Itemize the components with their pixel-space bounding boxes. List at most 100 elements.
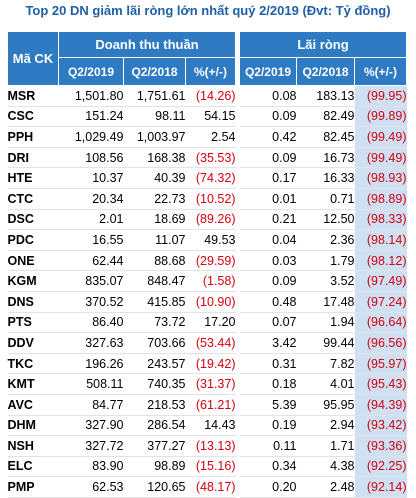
cell-rev-q2-2019: 327.63 <box>58 332 124 354</box>
cell-rev-q2-2019: 62.53 <box>58 476 124 498</box>
cell-prof-q2-2018: 2.36 <box>296 229 355 251</box>
cell-prof-q2-2018: 0.71 <box>296 188 355 210</box>
cell-prof-pct: (98.14) <box>354 229 407 251</box>
cell-rev-q2-2019: 1,501.80 <box>58 85 124 107</box>
cell-prof-pct: (99.49) <box>354 147 407 169</box>
table-row: KGM 835.07 848.47 (1.58) 0.09 3.52 (97.49) <box>7 270 407 292</box>
cell-rev-q2-2019: 835.07 <box>58 270 124 292</box>
cell-prof-q2-2018: 82.45 <box>296 126 355 148</box>
cell-prof-q2-2019: 0.21 <box>239 209 297 231</box>
table-row: NSH 327.72 377.27 (13.13) 0.11 1.71 (93.36) <box>7 435 407 457</box>
cell-rev-q2-2018: 218.53 <box>123 394 186 416</box>
cell-rev-q2-2018: 88.68 <box>123 250 186 272</box>
cell-rev-q2-2019: 508.11 <box>58 373 124 395</box>
cell-code: KMT <box>7 373 59 395</box>
cell-prof-q2-2019: 0.11 <box>239 435 297 457</box>
cell-rev-pct: (31.37) <box>185 373 236 395</box>
cell-prof-pct: (99.89) <box>354 106 407 128</box>
cell-prof-pct: (99.95) <box>354 85 407 107</box>
cell-rev-q2-2018: 1,751.61 <box>123 85 186 107</box>
cell-code: CTC <box>7 188 59 210</box>
cell-rev-q2-2019: 83.90 <box>58 456 124 478</box>
cell-rev-pct: (35.53) <box>185 147 236 169</box>
cell-rev-q2-2019: 151.24 <box>58 106 124 128</box>
cell-rev-pct: (13.13) <box>185 435 236 457</box>
cell-rev-q2-2018: 740.35 <box>123 373 186 395</box>
cell-prof-q2-2018: 183.13 <box>296 85 355 107</box>
cell-rev-pct: (53.44) <box>185 332 236 354</box>
table-row: DRI 108.56 168.38 (35.53) 0.09 16.73 (99.49) <box>7 147 407 169</box>
table-row: PMP 62.53 120.65 (48.17) 0.20 2.48 (92.14) <box>7 476 407 498</box>
table-row: DDV 327.63 703.66 (53.44) 3.42 99.44 (96.56) <box>7 332 407 354</box>
cell-rev-q2-2019: 327.72 <box>58 435 124 457</box>
cell-code: PPH <box>7 126 59 148</box>
cell-prof-q2-2019: 0.18 <box>239 373 297 395</box>
cell-code: PDC <box>7 229 59 251</box>
cell-prof-pct: (96.64) <box>354 312 407 334</box>
cell-rev-pct: (89.26) <box>185 209 236 231</box>
cell-rev-q2-2018: 18.69 <box>123 209 186 231</box>
cell-prof-pct: (98.93) <box>354 167 407 189</box>
cell-prof-pct: (93.42) <box>354 415 407 437</box>
header-code: Mã CK <box>7 31 59 86</box>
cell-rev-q2-2018: 11.07 <box>123 229 186 251</box>
cell-prof-pct: (98.12) <box>354 250 407 272</box>
cell-code: CSC <box>7 106 59 128</box>
cell-code: PMP <box>7 476 59 498</box>
cell-prof-q2-2018: 1.79 <box>296 250 355 272</box>
cell-rev-q2-2018: 377.27 <box>123 435 186 457</box>
cell-rev-q2-2018: 243.57 <box>123 353 186 375</box>
header-rev-q2-2018: Q2/2018 <box>123 57 186 86</box>
cell-rev-q2-2019: 20.34 <box>58 188 124 210</box>
cell-code: AVC <box>7 394 59 416</box>
table-row: DHM 327.90 286.54 14.43 0.19 2.94 (93.42) <box>7 415 407 437</box>
cell-prof-pct: (97.49) <box>354 270 407 292</box>
cell-prof-q2-2018: 2.48 <box>296 476 355 498</box>
cell-rev-q2-2018: 98.11 <box>123 106 186 128</box>
cell-rev-q2-2019: 370.52 <box>58 291 124 313</box>
cell-prof-q2-2019: 0.48 <box>239 291 297 313</box>
cell-prof-q2-2018: 3.52 <box>296 270 355 292</box>
cell-rev-q2-2019: 1,029.49 <box>58 126 124 148</box>
cell-prof-q2-2019: 3.42 <box>239 332 297 354</box>
cell-rev-q2-2018: 40.39 <box>123 167 186 189</box>
cell-prof-q2-2018: 1.94 <box>296 312 355 334</box>
cell-code: ONE <box>7 250 59 272</box>
cell-prof-q2-2019: 0.03 <box>239 250 297 272</box>
header-prof-q2-2018: Q2/2018 <box>296 57 355 86</box>
cell-rev-q2-2019: 196.26 <box>58 353 124 375</box>
cell-prof-q2-2019: 0.01 <box>239 188 297 210</box>
cell-prof-pct: (98.33) <box>354 209 407 231</box>
cell-prof-pct: (97.24) <box>354 291 407 313</box>
cell-code: KGM <box>7 270 59 292</box>
cell-prof-q2-2019: 0.20 <box>239 476 297 498</box>
cell-prof-q2-2018: 16.33 <box>296 167 355 189</box>
cell-rev-q2-2018: 848.47 <box>123 270 186 292</box>
table-row: DSC 2.01 18.69 (89.26) 0.21 12.50 (98.33) <box>7 209 407 231</box>
header-prof-q2-2019: Q2/2019 <box>239 57 297 86</box>
cell-code: MSR <box>7 85 59 107</box>
cell-rev-q2-2019: 10.37 <box>58 167 124 189</box>
cell-rev-q2-2018: 168.38 <box>123 147 186 169</box>
cell-rev-q2-2019: 2.01 <box>58 209 124 231</box>
cell-prof-q2-2018: 95.95 <box>296 394 355 416</box>
cell-code: PTS <box>7 312 59 334</box>
cell-prof-pct: (92.25) <box>354 456 407 478</box>
cell-prof-pct: (95.43) <box>354 373 407 395</box>
cell-prof-q2-2019: 0.31 <box>239 353 297 375</box>
table-row: PPH 1,029.49 1,003.97 2.54 0.42 82.45 (99.49) <box>7 126 407 148</box>
cell-rev-pct: 17.20 <box>185 312 236 334</box>
data-table: Mã CK Doanh thu thuần Lãi ròng Q2/2019 Q… <box>7 31 407 498</box>
cell-code: DDV <box>7 332 59 354</box>
cell-prof-q2-2019: 0.19 <box>239 415 297 437</box>
table-row: KMT 508.11 740.35 (31.37) 0.18 4.01 (95.43) <box>7 373 407 395</box>
cell-prof-q2-2018: 7.82 <box>296 353 355 375</box>
cell-prof-pct: (96.56) <box>354 332 407 354</box>
cell-prof-q2-2019: 5.39 <box>239 394 297 416</box>
cell-rev-pct: 14.43 <box>185 415 236 437</box>
cell-rev-q2-2018: 1,003.97 <box>123 126 186 148</box>
cell-rev-pct: (10.52) <box>185 188 236 210</box>
cell-rev-pct: (15.16) <box>185 456 236 478</box>
cell-prof-q2-2019: 0.42 <box>239 126 297 148</box>
table-row: CSC 151.24 98.11 54.15 0.09 82.49 (99.89) <box>7 106 407 128</box>
